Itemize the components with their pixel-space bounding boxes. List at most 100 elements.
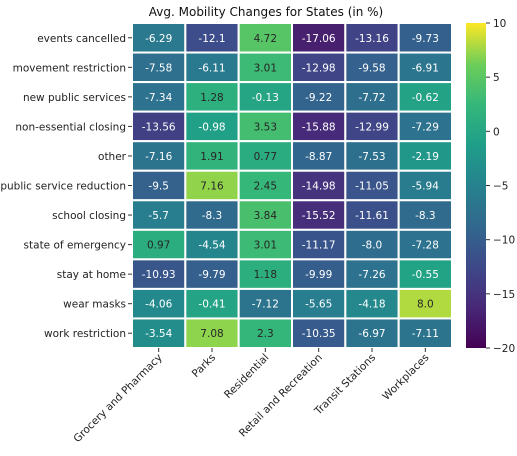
row-label: wear masks [63,299,126,311]
cell-value-label: -7.26 [358,269,385,281]
cell-value-label: -12.99 [355,121,389,133]
cell-value-label: 2.3 [257,328,274,340]
cell-value-label: -7.58 [145,62,172,74]
cell-value-label: -9.79 [198,269,225,281]
heatmap-cell [131,110,187,143]
row-label: movement restriction [13,62,126,74]
cell-value-label: -10.93 [142,269,176,281]
heatmap-cell [131,317,187,350]
row-label: events cancelled [37,33,126,45]
cell-value-label: -7.11 [412,328,439,340]
cell-value-label: -13.56 [142,121,176,133]
cell-value-label: -8.87 [305,151,332,163]
heatmap-cell [237,258,294,290]
heatmap-cells: -6.29 -12.1 4.72 -17.06 -13.16 -9.73 -7.58 -6.1… [131,22,453,350]
cell-value-label: -0.55 [412,269,439,281]
heatmap-cell [397,228,453,261]
cell-value-label: 7.08 [200,328,223,340]
cell-value-label: -9.22 [305,92,332,104]
heatmap-cell [184,110,240,143]
cell-value-label: 7.16 [200,181,224,193]
chart-title: Avg. Mobility Changes for States (in %) [149,5,383,19]
colorbar-tick-label: −5 [493,181,508,193]
row-label: new public services [23,92,126,104]
cell-value-label: -7.72 [358,92,385,104]
cell-value-label: -12.98 [302,62,336,74]
cell-value-label: -8.3 [202,210,223,222]
heatmap-cell [184,258,240,290]
cell-value-label: -6.91 [412,62,439,74]
heatmap-cell [237,140,294,172]
column-label: Residential [222,352,271,401]
heatmap-cell [131,169,187,202]
heatmap-cell [344,110,400,143]
cell-value-label: -7.53 [358,151,385,163]
cell-value-label: 3.84 [254,210,278,222]
heatmap-cell [344,81,400,113]
cell-value-label: -5.94 [412,181,439,193]
heatmap-cell [131,287,187,320]
colorbar-tick-label: 5 [493,72,500,84]
cell-value-label: -0.62 [412,92,439,104]
heatmap-cell [397,140,453,172]
heatmap-cell [397,22,453,54]
cell-value-label: 3.01 [254,62,277,74]
cell-value-label: -0.41 [198,299,225,311]
cell-value-label: -9.73 [412,33,439,45]
row-label: school closing [52,210,126,222]
cell-value-label: -11.05 [355,181,389,193]
cell-value-label: -5.65 [305,299,332,311]
cell-value-label: -13.16 [355,33,389,45]
cell-value-label: -7.28 [412,240,439,252]
column-label: Parks [190,352,218,380]
row-label: non-essential closing [15,121,126,133]
cell-value-label: -4.18 [358,299,385,311]
cell-value-label: -0.13 [252,92,279,104]
cell-value-label: -7.34 [145,92,172,104]
row-label: other [98,151,127,163]
cell-value-label: -4.06 [145,299,172,311]
heatmap-cell [397,110,453,143]
cell-value-label: -7.16 [145,151,172,163]
heatmap-cell [397,169,453,202]
cell-value-label: 0.77 [254,151,277,163]
column-labels: Grocery and Pharmacy Parks ResidentialReta… [71,348,431,445]
cell-value-label: 3.01 [254,240,277,252]
heatmap-cell [291,228,347,261]
cell-value-label: -6.97 [358,328,385,340]
heatmap-cell [344,287,400,320]
heatmap-cell [397,258,453,290]
colorbar-tick-label: −15 [493,289,515,301]
colorbar-tick-label: 0 [493,126,500,138]
row-label: public service reduction [0,181,126,193]
cell-value-label: -15.52 [302,210,336,222]
cell-value-label: -8.3 [415,210,436,222]
cell-value-label: -9.99 [305,269,332,281]
cell-value-label: 2.45 [254,181,277,193]
cell-value-label: -7.12 [252,299,279,311]
row-label: state of emergency [24,240,126,252]
cell-value-label: 0.97 [147,240,170,252]
cell-value-label: -14.98 [302,181,336,193]
cell-value-label: 1.18 [254,269,277,281]
cell-value-label: -17.06 [302,33,336,45]
cell-value-label: 4.72 [254,33,277,45]
cell-value-label: -6.29 [145,33,172,45]
cell-value-label: 8.0 [417,299,434,311]
row-label: work restriction [44,328,126,340]
cell-value-label: -5.7 [148,210,169,222]
cell-value-label: -11.17 [302,240,336,252]
colorbar-gradient [466,23,486,348]
cell-value-label: -8.0 [362,240,383,252]
cell-value-label: -9.5 [148,181,169,193]
heatmap-cell [397,317,453,350]
cell-value-label: 1.28 [200,92,223,104]
cell-value-label: -10.35 [302,328,336,340]
cell-value-label: -7.29 [412,121,439,133]
column-label: Workplaces [380,352,431,403]
cell-value-label: -12.1 [198,33,225,45]
heatmap-cell [184,51,240,84]
heatmap-cell [291,317,347,350]
